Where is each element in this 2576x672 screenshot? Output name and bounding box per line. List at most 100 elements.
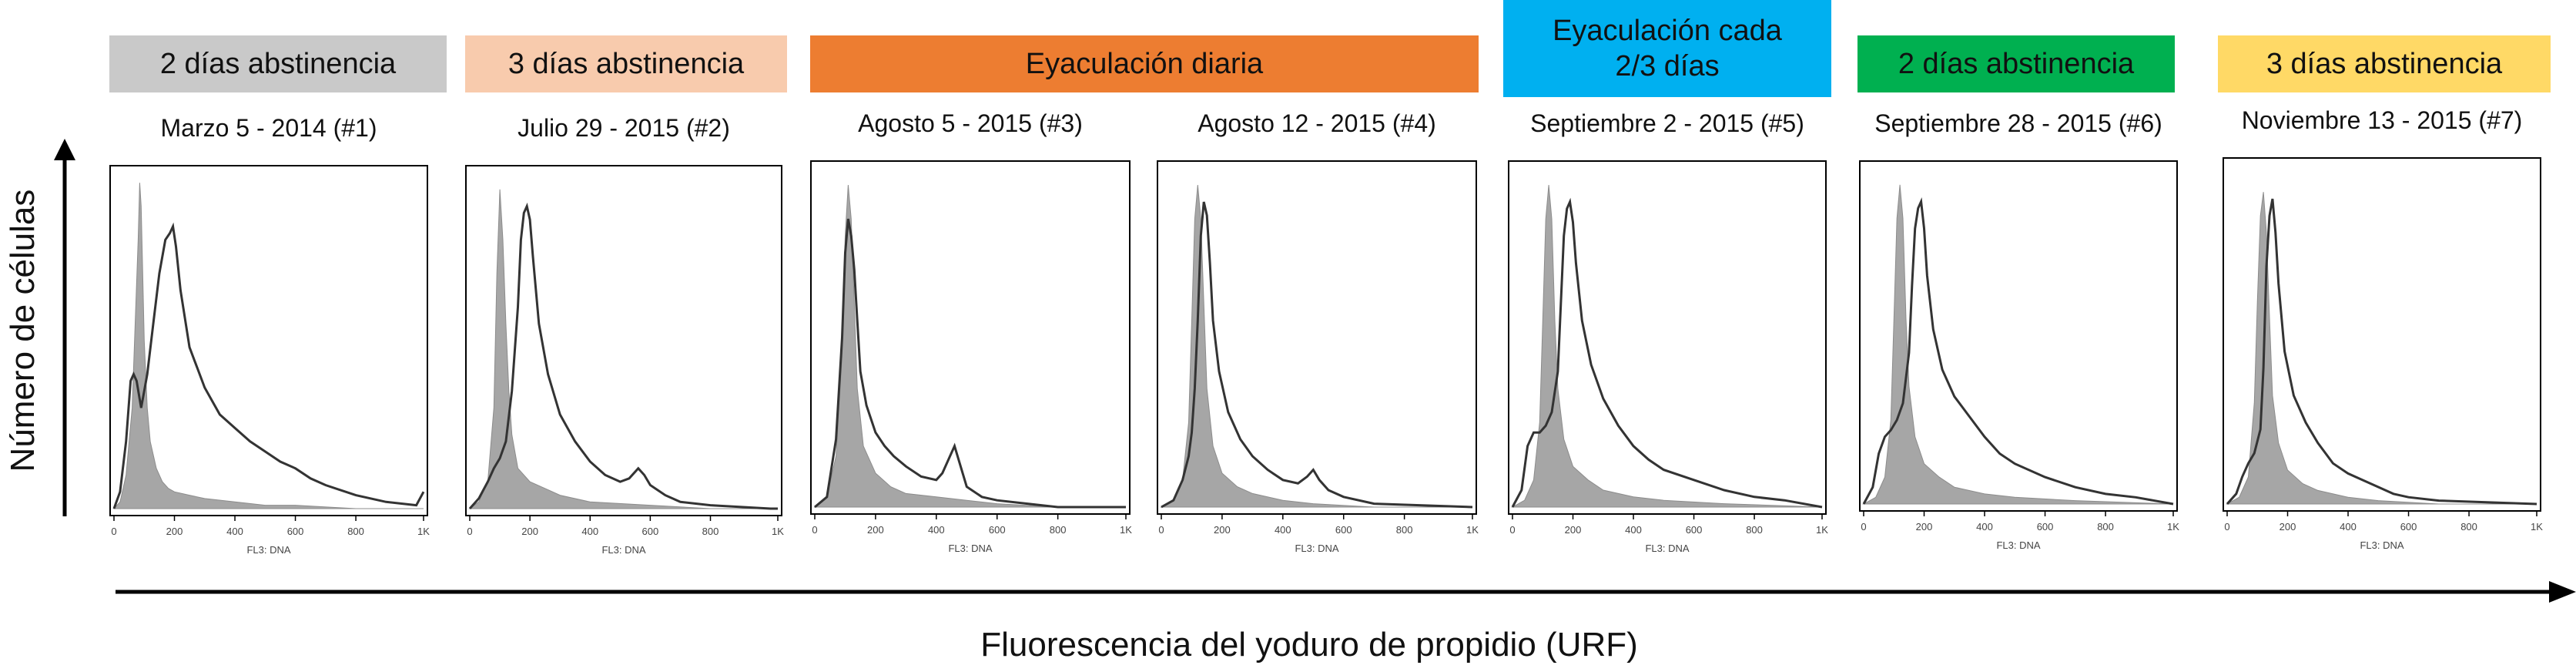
- banner-eyaculacion-diaria: Eyaculación diaria: [810, 35, 1479, 92]
- x-tick-label: 400: [1976, 521, 1993, 533]
- plot-frame: [1508, 160, 1827, 515]
- x-tick-label: 1K: [417, 526, 430, 537]
- x-tick-label: 0: [1509, 524, 1515, 536]
- panel-title: Marzo 5 - 2014 (#1): [160, 114, 377, 142]
- histogram-plot: 0 200 400 600 800 1K FL3: DNA: [109, 165, 430, 556]
- x-tick-label: 800: [2097, 521, 2114, 533]
- panel-title: Agosto 5 - 2015 (#3): [858, 109, 1083, 137]
- x-tick-label: 1K: [1466, 524, 1479, 536]
- x-tick-label: 600: [642, 526, 659, 537]
- x-tick-label: 200: [2280, 521, 2296, 533]
- x-tick-label: 800: [2460, 521, 2477, 533]
- x-tick-label: 0: [812, 524, 817, 536]
- sample-histogram-outline: [112, 222, 425, 509]
- x-tick-label: 400: [226, 526, 243, 537]
- histogram-panel-3: Agosto 5 - 2015 (#3) 0 200 400 600 800 1K FL3: …: [810, 105, 1132, 559]
- panel-xlabel: FL3: DNA: [246, 544, 290, 556]
- x-tick-label: 600: [287, 526, 304, 537]
- panel-title: Noviembre 13 - 2015 (#7): [2241, 106, 2523, 134]
- x-tick-label: 400: [2340, 521, 2357, 533]
- plot-frame: [109, 165, 428, 516]
- panel-title: Agosto 12 - 2015 (#4): [1198, 109, 1436, 137]
- x-tick-label: 400: [1625, 524, 1642, 536]
- plot-frame: [1157, 160, 1477, 515]
- x-tick-label: 200: [867, 524, 884, 536]
- banner-2-dias-abstinencia-2: 2 días abstinencia: [1857, 35, 2175, 92]
- panel-xlabel: FL3: DNA: [1996, 539, 2040, 551]
- x-tick-label: 1K: [2531, 521, 2543, 533]
- x-tick-label: 400: [928, 524, 945, 536]
- panel-title: Septiembre 28 - 2015 (#6): [1874, 109, 2162, 137]
- x-axis-label: Fluorescencia del yoduro de propidio (UR…: [980, 626, 1638, 664]
- sample-histogram-outline: [1511, 197, 1823, 509]
- histogram-panel-5: Septiembre 2 - 2015 (#5) 0 200 400 600 800 1K F…: [1508, 105, 1828, 559]
- x-tick-label: 0: [2224, 521, 2229, 533]
- plot-frame: [465, 165, 782, 516]
- x-tick-label: 600: [1686, 524, 1703, 536]
- control-histogram-filled: [1511, 184, 1823, 508]
- x-tick-label: 600: [2400, 521, 2417, 533]
- banner-eyaculacion-cada-2-3-dias: Eyaculación cada 2/3 días: [1503, 0, 1831, 97]
- x-tick-label: 800: [1396, 524, 1413, 536]
- x-tick-label: 1K: [2167, 521, 2179, 533]
- y-axis-arrow: [54, 139, 75, 516]
- histogram-panel-4: Agosto 12 - 2015 (#4) 0 200 400 600 800 1K FL3:…: [1157, 105, 1479, 559]
- control-histogram-filled: [2226, 192, 2537, 505]
- x-axis-arrow: [116, 581, 2576, 603]
- x-tick-label: 400: [581, 526, 598, 537]
- plot-frame: [2223, 157, 2541, 512]
- x-tick-label: 800: [1050, 524, 1067, 536]
- panel-xlabel: FL3: DNA: [601, 544, 645, 556]
- x-tick-label: 800: [1746, 524, 1763, 536]
- x-tick-label: 200: [521, 526, 538, 537]
- x-tick-label: 1K: [772, 526, 784, 537]
- y-axis-label: Número de células: [4, 189, 42, 472]
- histogram-plot: 0 200 400 600 800 1K FL3: DNA: [1157, 160, 1479, 554]
- x-tick-label: 200: [166, 526, 183, 537]
- x-tick-label: 0: [1861, 521, 1866, 533]
- x-tick-label: 200: [1214, 524, 1231, 536]
- panel-xlabel: FL3: DNA: [1645, 543, 1689, 554]
- x-tick-label: 1K: [1120, 524, 1132, 536]
- x-tick-label: 200: [1916, 521, 1933, 533]
- banner-3-dias-abstinencia-2: 3 días abstinencia: [2218, 35, 2551, 92]
- x-tick-label: 800: [347, 526, 364, 537]
- panel-title: Julio 29 - 2015 (#2): [518, 114, 730, 142]
- sample-histogram-outline: [468, 202, 778, 510]
- banner-3-dias-abstinencia-1: 3 días abstinencia: [465, 35, 787, 92]
- panel-title: Septiembre 2 - 2015 (#5): [1530, 109, 1804, 137]
- histogram-panel-2: Julio 29 - 2015 (#2) 0 200 400 600 800 1K FL3: …: [465, 109, 784, 561]
- histogram-plot: 0 200 400 600 800 1K FL3: DNA: [2223, 157, 2543, 551]
- panel-xlabel: FL3: DNA: [948, 543, 992, 554]
- control-histogram-filled: [112, 183, 424, 509]
- sample-histogram-outline: [1862, 197, 2174, 506]
- x-tick-label: 0: [111, 526, 116, 537]
- x-tick-label: 600: [2037, 521, 2054, 533]
- x-tick-label: 0: [1158, 524, 1164, 536]
- histogram-plot: 0 200 400 600 800 1K FL3: DNA: [1859, 160, 2179, 551]
- x-tick-label: 0: [467, 526, 472, 537]
- histogram-plot: 0 200 400 600 800 1K FL3: DNA: [1508, 160, 1828, 554]
- histogram-plot: 0 200 400 600 800 1K FL3: DNA: [810, 160, 1132, 554]
- plot-frame: [1859, 160, 2178, 512]
- histogram-plot: 0 200 400 600 800 1K FL3: DNA: [465, 165, 784, 556]
- sample-histogram-outline: [2226, 198, 2537, 506]
- histogram-panel-6: Septiembre 28 - 2015 (#6) 0 200 400 600 800 1K…: [1859, 105, 2179, 556]
- x-tick-label: 400: [1275, 524, 1291, 536]
- plot-frame: [810, 160, 1131, 515]
- x-tick-label: 600: [1335, 524, 1352, 536]
- x-tick-label: 800: [702, 526, 719, 537]
- control-histogram-filled: [1862, 184, 2174, 505]
- sample-histogram-outline: [814, 218, 1126, 509]
- panel-xlabel: FL3: DNA: [1295, 543, 1338, 554]
- panel-xlabel: FL3: DNA: [2360, 539, 2403, 551]
- x-tick-label: 600: [989, 524, 1006, 536]
- control-histogram-filled: [468, 189, 778, 509]
- histogram-panel-1: Marzo 5 - 2014 (#1) 0 200 400 600 800 1K FL3: D…: [109, 109, 430, 561]
- x-tick-label: 200: [1565, 524, 1582, 536]
- banner-2-dias-abstinencia-1: 2 días abstinencia: [109, 35, 447, 92]
- histogram-panel-7: Noviembre 13 - 2015 (#7) 0 200 400 600 800 1K F…: [2223, 102, 2543, 556]
- control-histogram-filled: [1160, 184, 1472, 508]
- control-histogram-filled: [813, 184, 1126, 508]
